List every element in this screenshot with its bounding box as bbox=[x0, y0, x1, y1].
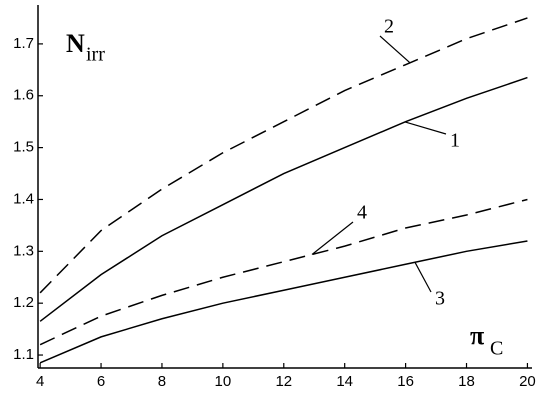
data-line bbox=[39, 198, 528, 346]
x-tick-label: 8 bbox=[158, 373, 166, 390]
curve-label: 3 bbox=[435, 288, 445, 310]
y-tick-label: 1.6 bbox=[13, 87, 34, 104]
y-tick-label: 1.1 bbox=[13, 346, 34, 363]
data-line bbox=[39, 240, 528, 364]
leader-line bbox=[379, 35, 411, 64]
data-line bbox=[39, 76, 528, 322]
x-tick-label: 10 bbox=[215, 373, 232, 390]
curve-label: 4 bbox=[357, 202, 367, 224]
y-axis-subscript: irr bbox=[86, 44, 105, 66]
leader-line bbox=[311, 221, 354, 255]
x-tick-label: 18 bbox=[458, 373, 475, 390]
x-tick-label: 6 bbox=[97, 373, 105, 390]
y-tick-label: 1.4 bbox=[13, 190, 34, 207]
y-tick-label: 1.2 bbox=[13, 294, 34, 311]
leader-line bbox=[404, 121, 447, 135]
x-tick-label: 14 bbox=[336, 373, 353, 390]
curve-label: 2 bbox=[384, 16, 394, 38]
leader-line bbox=[414, 262, 432, 293]
x-axis-subscript: C bbox=[490, 338, 503, 360]
y-tick-label: 1.3 bbox=[13, 242, 34, 259]
curve-label: 1 bbox=[450, 130, 460, 152]
x-tick-label: 20 bbox=[519, 373, 536, 390]
y-tick-label: 1.7 bbox=[13, 35, 34, 52]
x-tick-label: 4 bbox=[36, 373, 44, 390]
data-line bbox=[39, 17, 528, 294]
y-tick-label: 1.5 bbox=[13, 139, 34, 156]
x-tick-label: 16 bbox=[397, 373, 414, 390]
y-axis-title: N bbox=[66, 29, 85, 58]
x-axis-title: π bbox=[470, 321, 484, 350]
x-tick-label: 12 bbox=[275, 373, 292, 390]
